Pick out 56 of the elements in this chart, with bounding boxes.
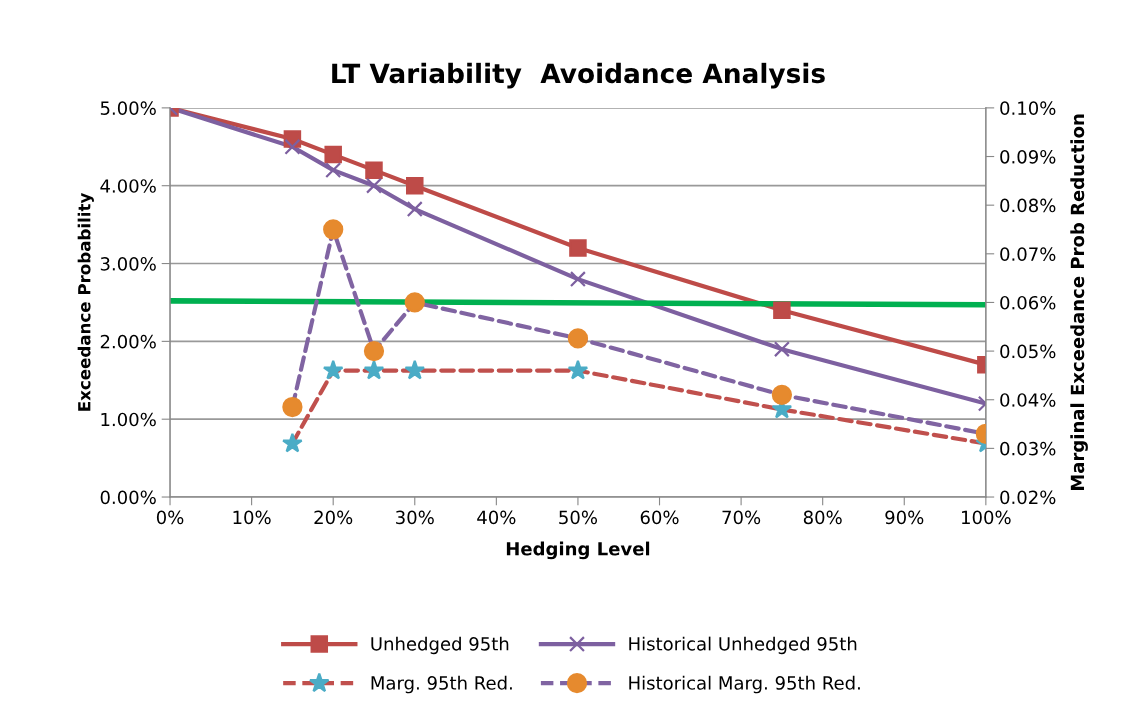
y-tick-label: 5.00% — [100, 101, 156, 115]
x-tick-label: 10% — [233, 510, 271, 525]
y2-tick-label: 0.08% — [1000, 198, 1056, 213]
point — [569, 239, 587, 257]
point — [404, 359, 426, 380]
y2-tick-label: 0.10% — [1000, 101, 1056, 115]
chart-title: LT Variability Avoidance Analysis — [332, 62, 825, 89]
y2-tick-label: 0.04% — [1000, 393, 1056, 407]
y-tick-label: 4.00% — [100, 179, 156, 193]
y2-tick-label: 0.02% — [1000, 490, 1056, 505]
y2-tick-label: 0.06% — [1000, 295, 1056, 310]
legend-label: Unhedged 95th — [371, 636, 509, 655]
y-tick-label: 3.00% — [100, 257, 156, 271]
point — [365, 161, 383, 179]
x-tick-label: 30% — [396, 510, 434, 525]
y2-tick-label: 0.09% — [1000, 149, 1056, 164]
point — [773, 341, 790, 358]
y-tick-label: 0.00% — [100, 490, 156, 505]
point — [365, 177, 383, 194]
x-tick-label: 90% — [885, 510, 924, 525]
y2-tick-label: 0.03% — [1000, 441, 1056, 456]
point — [322, 359, 344, 380]
point — [282, 396, 303, 418]
point — [282, 432, 303, 453]
point — [406, 176, 424, 195]
point — [773, 301, 791, 319]
point — [404, 292, 425, 313]
point — [325, 162, 342, 179]
x-tick-label: 20% — [314, 510, 353, 525]
x-tick-label: 80% — [803, 510, 842, 525]
y-tick-label: 1.00% — [101, 412, 156, 427]
x-tick-label: 50% — [559, 510, 598, 525]
point — [569, 271, 586, 288]
point — [363, 340, 385, 362]
y-tick-label: 2.00% — [100, 334, 156, 349]
x-tick-label: 40% — [477, 510, 516, 525]
point — [406, 201, 423, 218]
x-axis-title: Hedging Level — [506, 541, 650, 560]
point — [323, 219, 344, 240]
x-tick-label: 60% — [640, 510, 679, 525]
y2-tick-label: 0.07% — [1000, 247, 1056, 261]
point — [284, 138, 301, 155]
legend-label: Historical Unhedged 95th — [629, 636, 857, 655]
point — [324, 145, 342, 164]
y2-axis-title: Marginal Exceedance Prob Reduction — [1070, 114, 1088, 491]
x-tick-label: 100% — [962, 510, 1011, 525]
y-axis-title: Exceedance Probability — [77, 192, 94, 411]
x-tick-label: 0% — [156, 510, 184, 525]
point — [771, 384, 793, 406]
legend-label: Historical Marg. 95th Red. — [629, 675, 860, 694]
x-tick-label: 70% — [722, 510, 761, 525]
legend-label: Marg. 95th Red. — [371, 675, 512, 694]
point — [567, 359, 589, 380]
point — [567, 328, 589, 349]
y2-tick-label: 0.05% — [1000, 344, 1056, 359]
point — [363, 359, 385, 380]
